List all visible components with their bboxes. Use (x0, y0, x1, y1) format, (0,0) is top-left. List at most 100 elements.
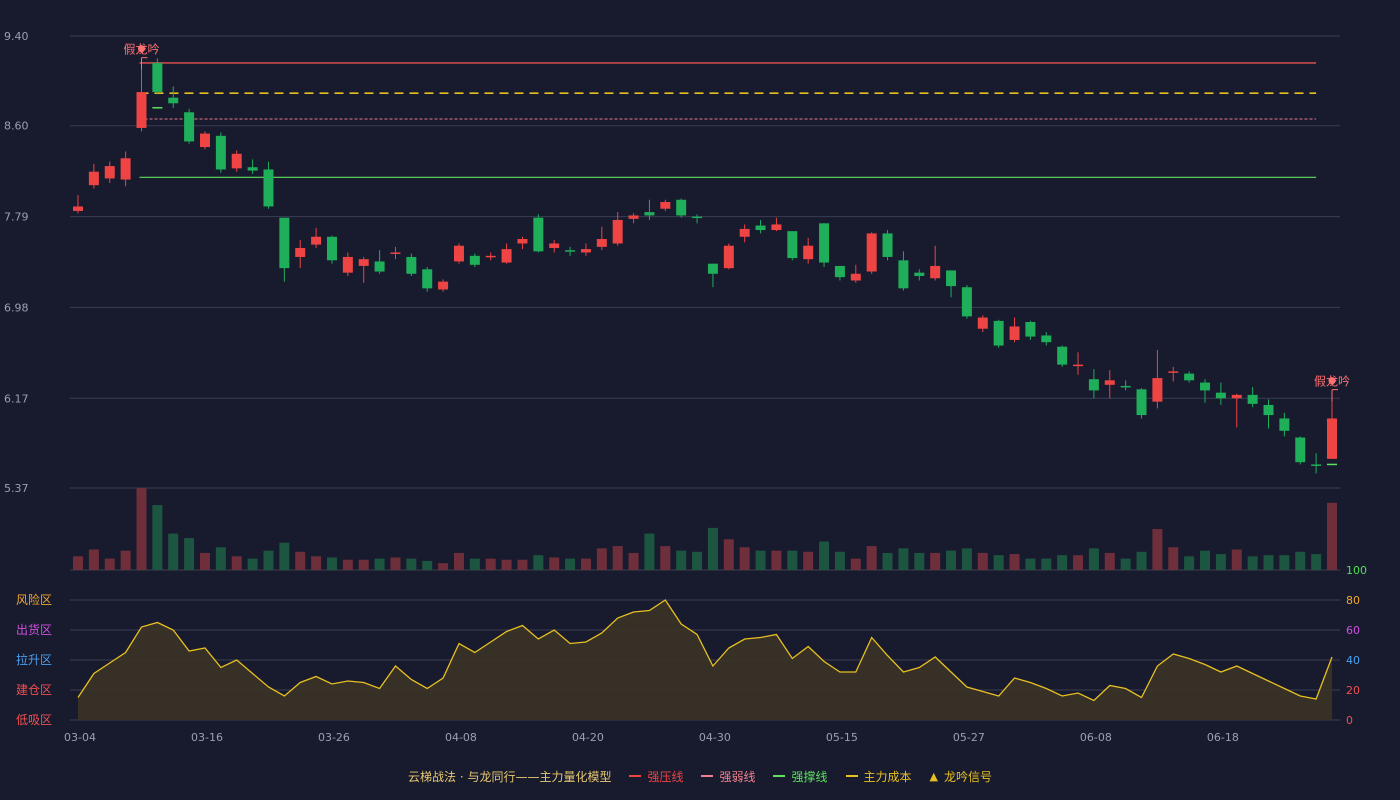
indicator-tick-label: 80 (1346, 594, 1360, 607)
candle-body (215, 135, 226, 170)
candle-body (422, 269, 433, 289)
volume-bar (88, 549, 99, 570)
candle-body (104, 166, 115, 179)
volume-bar (390, 557, 401, 570)
volume-bar (1009, 554, 1020, 570)
candle-body (453, 245, 464, 262)
volume-bar (501, 559, 512, 570)
volume-bar (199, 552, 210, 570)
volume-bar (517, 559, 528, 570)
zone-label: 拉升区 (16, 652, 52, 667)
candle-body (1279, 418, 1290, 431)
volume-bar (819, 541, 830, 570)
candle-body (1057, 346, 1068, 365)
candle-body (1295, 437, 1306, 463)
indicator-tick-label: 0 (1346, 714, 1353, 727)
legend-item-strong-weak[interactable]: 强弱线 (701, 768, 755, 785)
volume-bar (596, 548, 607, 570)
volume-bar (152, 505, 163, 570)
volume-bar (787, 550, 798, 570)
volume-bar (898, 548, 909, 570)
candle-body (1152, 378, 1163, 402)
volume-bar (961, 548, 972, 570)
candle-body (644, 212, 655, 216)
volume-bar (136, 488, 147, 570)
legend-item-main-cost[interactable]: 主力成本 (845, 768, 912, 785)
volume-bars (73, 488, 1337, 570)
volume-bar (1136, 551, 1147, 570)
volume-bar (1231, 549, 1242, 570)
candle-body (1041, 335, 1052, 343)
indicator-tick-label: 20 (1346, 684, 1360, 697)
candle-body (326, 236, 337, 261)
candle-body (834, 265, 845, 278)
volume-bar (422, 560, 433, 570)
volume-bar (723, 539, 734, 570)
candle-body (1215, 392, 1226, 399)
volume-bar (755, 550, 766, 570)
candle-body (612, 219, 623, 244)
zone-label: 出货区 (16, 622, 52, 637)
candle-body (882, 233, 893, 257)
volume-bar (707, 527, 718, 570)
candle-body (1073, 364, 1084, 367)
volume-bar (263, 550, 274, 570)
volume-bar (1311, 554, 1322, 570)
volume-bar (231, 556, 242, 570)
volume-bar (660, 546, 671, 570)
reference-lines (139, 62, 1337, 466)
volume-bar (1025, 558, 1036, 570)
date-tick-label: 05-27 (953, 731, 985, 744)
price-grid (70, 35, 1340, 571)
volume-bar (73, 556, 83, 570)
candle-body (692, 216, 703, 219)
volume-bar (485, 558, 496, 570)
candle-body (1104, 380, 1115, 385)
candle-body (977, 317, 988, 329)
candle-body (231, 153, 242, 169)
date-tick-label: 04-30 (699, 731, 731, 744)
volume-bar (1327, 502, 1337, 570)
legend-item-strong-pressure[interactable]: 强压线 (629, 768, 683, 785)
candle-body (819, 223, 830, 263)
candle-body (787, 231, 798, 259)
volume-bar (739, 547, 750, 570)
legend-swatch-strong-weak (701, 775, 714, 777)
legend-item-strong-support[interactable]: 强撑线 (773, 768, 828, 785)
candle-body (580, 249, 591, 253)
volume-bar (834, 551, 845, 570)
candle-body (199, 133, 210, 148)
volume-bar (946, 550, 957, 570)
candle-body (311, 236, 322, 245)
candle-body (707, 263, 718, 274)
legend-swatch-strong-pressure (629, 775, 642, 777)
date-tick-label: 03-04 (64, 731, 96, 744)
candle-body (1088, 379, 1099, 391)
volume-bar (1041, 558, 1052, 570)
legend-item-signal[interactable]: ▲ 龙吟信号 (930, 768, 992, 785)
candle-body (374, 261, 385, 272)
volume-bar (438, 563, 449, 570)
volume-bar (342, 559, 353, 570)
volume-bar (311, 556, 322, 570)
volume-bar (1120, 558, 1131, 570)
candle-body (914, 272, 925, 277)
candle-body (168, 97, 179, 104)
indicator-area (78, 600, 1332, 720)
candle-body (1168, 371, 1179, 373)
volume-bar (977, 552, 988, 570)
candle-body (247, 167, 258, 171)
signal-dot (137, 45, 145, 53)
candle-body (517, 239, 528, 244)
candle-body (120, 158, 131, 180)
triangle-icon: ▲ (929, 769, 938, 783)
candle-body (88, 171, 99, 186)
chart-legend: 云梯战法 · 与龙同行——主力量化模型 强压线 强弱线 强撑线 主力成本 ▲ 龙… (0, 764, 1400, 788)
date-tick-label: 03-26 (318, 731, 350, 744)
indicator-tick-label: 60 (1346, 624, 1360, 637)
candle-body (358, 259, 369, 266)
volume-bar (676, 550, 687, 570)
volume-bar (358, 559, 369, 570)
candle-body (533, 217, 544, 252)
